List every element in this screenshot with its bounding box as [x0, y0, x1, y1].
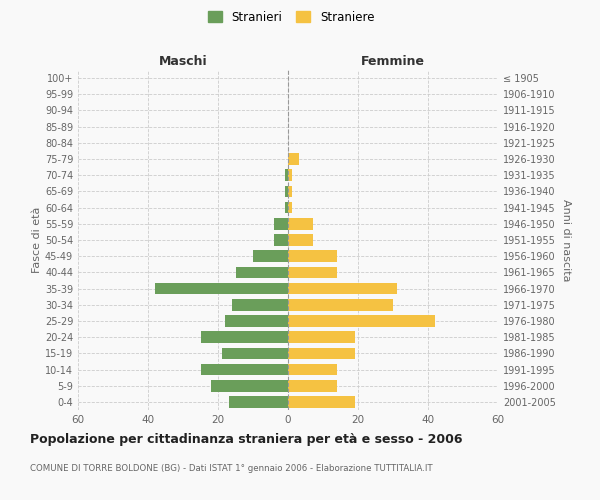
- Bar: [235, 266, 288, 278]
- Text: Popolazione per cittadinanza straniera per età e sesso - 2006: Popolazione per cittadinanza straniera p…: [30, 432, 463, 446]
- Bar: [274, 234, 288, 246]
- Bar: [288, 364, 337, 376]
- Bar: [288, 396, 355, 407]
- Bar: [253, 250, 288, 262]
- Bar: [288, 266, 337, 278]
- Bar: [284, 170, 288, 181]
- Text: Femmine: Femmine: [361, 54, 425, 68]
- Bar: [229, 396, 288, 407]
- Y-axis label: Anni di nascita: Anni di nascita: [561, 198, 571, 281]
- Bar: [221, 348, 288, 359]
- Bar: [288, 282, 397, 294]
- Bar: [284, 186, 288, 198]
- Bar: [284, 202, 288, 213]
- Text: COMUNE DI TORRE BOLDONE (BG) - Dati ISTAT 1° gennaio 2006 - Elaborazione TUTTITA: COMUNE DI TORRE BOLDONE (BG) - Dati ISTA…: [30, 464, 433, 473]
- Bar: [288, 153, 299, 165]
- Bar: [288, 299, 393, 310]
- Bar: [232, 299, 288, 310]
- Bar: [288, 234, 313, 246]
- Bar: [288, 202, 292, 213]
- Bar: [288, 332, 355, 343]
- Bar: [288, 250, 337, 262]
- Bar: [200, 364, 288, 376]
- Bar: [288, 348, 355, 359]
- Bar: [288, 315, 435, 327]
- Bar: [274, 218, 288, 230]
- Legend: Stranieri, Straniere: Stranieri, Straniere: [203, 6, 379, 28]
- Bar: [155, 282, 288, 294]
- Bar: [225, 315, 288, 327]
- Text: Maschi: Maschi: [158, 54, 208, 68]
- Y-axis label: Fasce di età: Fasce di età: [32, 207, 42, 273]
- Bar: [288, 380, 337, 392]
- Bar: [211, 380, 288, 392]
- Bar: [288, 186, 292, 198]
- Bar: [288, 170, 292, 181]
- Bar: [288, 218, 313, 230]
- Bar: [200, 332, 288, 343]
